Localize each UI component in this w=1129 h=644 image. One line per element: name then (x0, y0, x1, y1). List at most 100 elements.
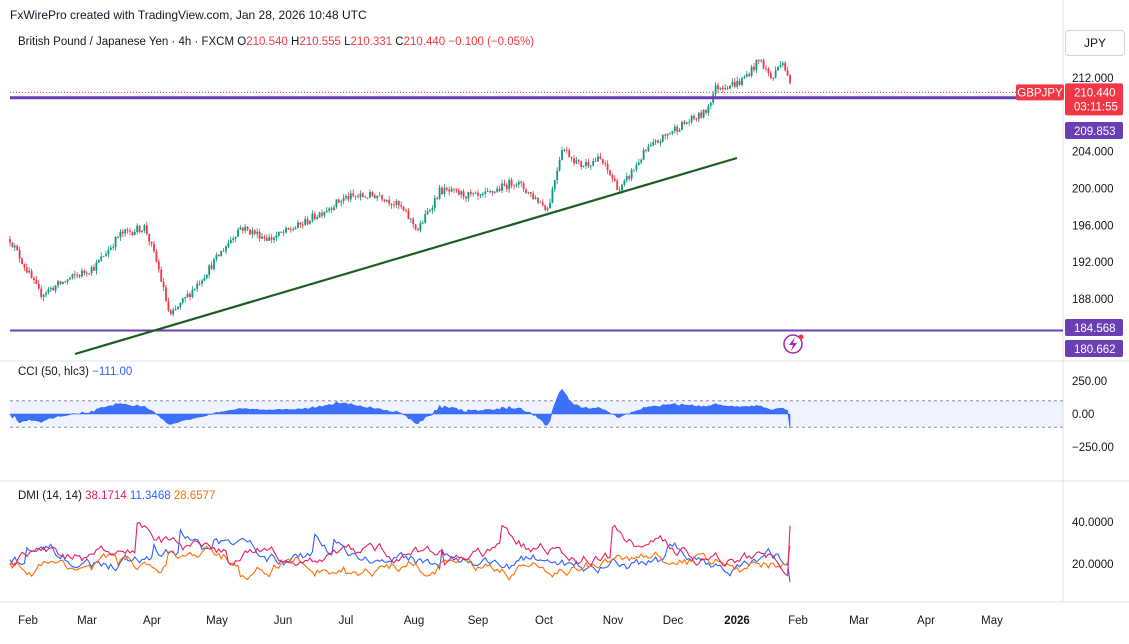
candle-body (23, 264, 26, 268)
candle-body (611, 175, 614, 179)
level-lower-2-badge (1065, 340, 1123, 357)
candle-body (126, 229, 129, 231)
symbol-name: British Pound / Japanese Yen · 4h · FXCM (18, 36, 235, 48)
candle-body (724, 88, 727, 90)
candle-body (340, 201, 343, 203)
candle-body (193, 288, 196, 290)
dmi-title: DMI (14, 14) (18, 490, 82, 502)
open-value: 210.540 (246, 36, 288, 48)
lightning-icon[interactable] (783, 334, 804, 354)
candle-body (546, 208, 549, 210)
candle-body (275, 235, 278, 238)
candle-body (585, 162, 587, 166)
time-axis-label: 2026 (724, 615, 750, 627)
candle-body (263, 236, 266, 239)
candle-body (690, 115, 693, 123)
time-axis: Feb Mar Apr May Jun Jul Aug Sep Oct Nov Dec 2026 Feb… (18, 615, 1003, 627)
candle-body (717, 85, 719, 90)
candle-body (294, 227, 297, 230)
candle-body (76, 275, 79, 276)
candle-body (109, 247, 112, 250)
level-lower-2-text: 180.662 (1074, 344, 1116, 356)
candle-body (337, 199, 340, 203)
candle-body (503, 183, 506, 186)
level-upper-text: 209.853 (1074, 126, 1116, 138)
candle-body (81, 270, 83, 277)
candle-body (57, 281, 59, 286)
candle-body (153, 243, 155, 252)
candle-body (47, 289, 50, 293)
candle-body (273, 237, 275, 240)
candle-body (594, 161, 597, 162)
candle-body (769, 73, 772, 79)
candle-body (637, 162, 640, 165)
currency-button[interactable]: JPY (1065, 30, 1125, 56)
dmi-tick-label: 20.0000 (1072, 559, 1114, 571)
candle-body (71, 274, 74, 278)
candle-body (731, 81, 734, 86)
candle-body (220, 251, 223, 257)
candle-body (167, 301, 170, 311)
candle-body (112, 247, 115, 248)
candle-body (649, 145, 652, 147)
candle-body (265, 238, 268, 241)
candle-body (738, 80, 741, 85)
candle-body (244, 226, 247, 231)
candle-body (33, 277, 35, 280)
cci-pane: 250.00 0.00 −250.00 (9, 376, 1114, 454)
candle-body (227, 242, 230, 247)
candle-body (498, 188, 501, 191)
candle-body (433, 198, 436, 209)
candle-body (30, 270, 33, 278)
candle-body (191, 289, 194, 297)
candle-body (390, 203, 393, 205)
level-lower-1-text: 184.568 (1074, 323, 1116, 335)
low-value: 210.331 (350, 36, 393, 48)
candle-body (354, 195, 357, 197)
candle-body (352, 193, 355, 196)
candle-body (419, 222, 422, 231)
last-price-text: 210.440 (1074, 87, 1116, 99)
candle-body (772, 77, 775, 79)
candle-body (366, 197, 369, 199)
candle-body (369, 191, 371, 198)
candle-body (88, 273, 91, 275)
candle-body (481, 193, 484, 195)
candle-body (645, 149, 647, 151)
candle-body (13, 245, 16, 248)
candle-body (114, 236, 117, 248)
cci-legend[interactable]: CCI (50, hlc3) −111.00 (18, 366, 132, 378)
level-lower-1-badge (1065, 319, 1123, 336)
symbol-legend[interactable]: British Pound / Japanese Yen · 4h · FXCM… (18, 36, 534, 48)
candle-body (256, 231, 259, 234)
candle-body (407, 210, 410, 220)
candle-body (16, 245, 19, 250)
candle-body (587, 162, 590, 167)
candle-body (457, 190, 460, 195)
candle-body (753, 66, 755, 70)
candle-body (445, 187, 448, 190)
candle-body (438, 187, 441, 199)
candle-body (213, 259, 215, 269)
candle-body (297, 222, 299, 228)
candle-body (174, 308, 177, 310)
candle-body (280, 231, 283, 233)
time-axis-label: Jun (274, 615, 293, 627)
candle-body (150, 241, 153, 244)
time-axis-label: Oct (535, 615, 554, 627)
candle-body (539, 202, 542, 204)
candles (9, 58, 791, 317)
candle-body (349, 193, 352, 200)
dmi-legend[interactable]: DMI (14, 14) 38.1714 11.3468 28.6577 (18, 490, 215, 502)
candle-body (465, 196, 467, 199)
cci-histogram (9, 389, 791, 429)
candle-body (143, 225, 146, 231)
open-label: O (237, 36, 247, 48)
candle-body (121, 231, 124, 234)
candle-body (707, 105, 710, 113)
candle-body (28, 270, 31, 273)
candle-body (258, 231, 261, 239)
candle-body (556, 170, 559, 181)
candle-body (40, 288, 43, 297)
